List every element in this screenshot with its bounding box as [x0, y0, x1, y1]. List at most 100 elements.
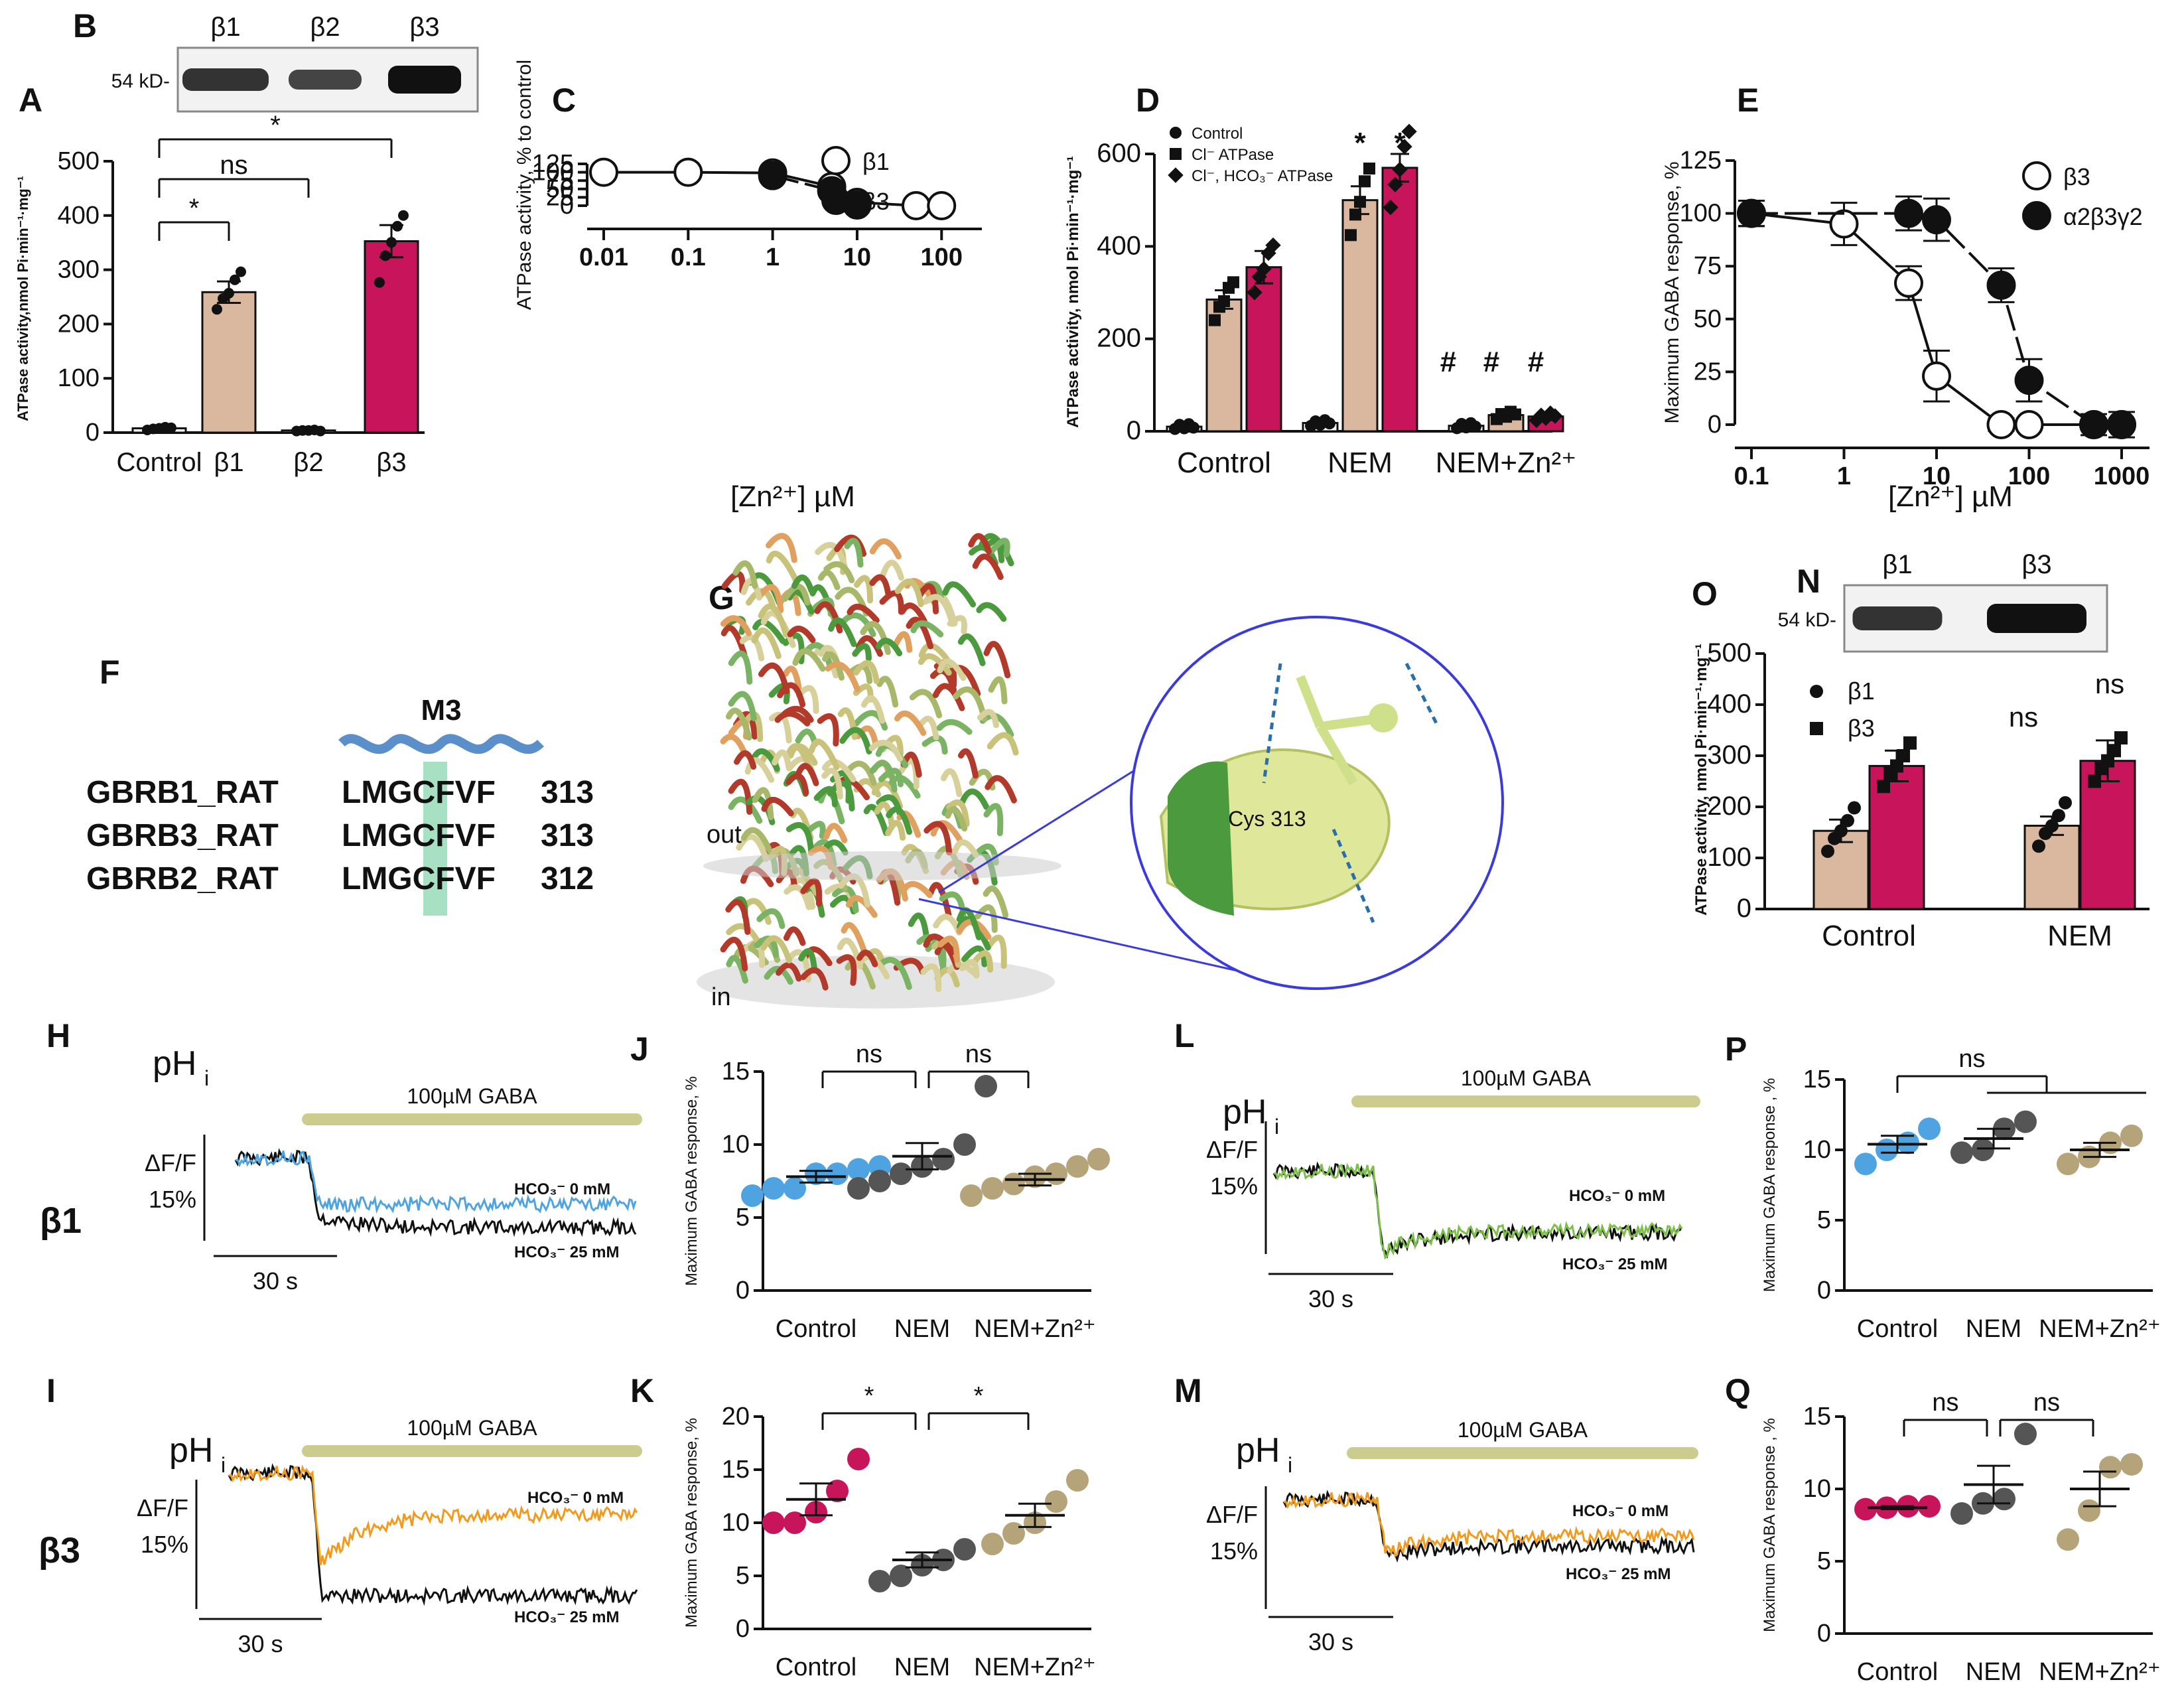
structure-strand — [957, 633, 986, 666]
western-blot-n: 54 kD-β1 β3 — [1778, 550, 2108, 653]
data-point — [166, 422, 176, 433]
data-point — [2057, 1153, 2079, 1176]
data-point — [1972, 1139, 1994, 1161]
structure-strand — [774, 711, 811, 727]
x-tick-label: 10 — [1923, 462, 1950, 490]
data-point — [826, 1162, 849, 1185]
x-tick-label: 1 — [766, 244, 780, 271]
data-point — [1392, 161, 1408, 178]
structure-strand — [874, 801, 895, 828]
data-point — [826, 1480, 849, 1502]
structure-strand — [924, 594, 956, 627]
ph-subscript: i — [221, 1453, 226, 1477]
structure-strand — [787, 589, 815, 615]
trace-25mm — [234, 1148, 637, 1237]
y-tick-label: 500 — [1707, 638, 1751, 667]
structure-strand — [959, 959, 980, 979]
data-point — [1045, 1490, 1067, 1513]
x-category-label: β2 — [293, 448, 323, 477]
data-point — [1877, 780, 1890, 794]
structure-strand — [787, 626, 816, 644]
structure-strand — [885, 819, 906, 841]
x-category-label: NEM+Zn²⁺ — [974, 1315, 1096, 1343]
data-point — [901, 191, 931, 220]
x-tick-label: 0.1 — [671, 244, 706, 271]
data-point — [1918, 1117, 1941, 1141]
structure-strand — [800, 878, 823, 907]
data-point — [1324, 417, 1335, 430]
significance-label: * — [189, 194, 200, 223]
panel-letter-d: D — [1136, 82, 1160, 119]
lane-label: β1 — [210, 13, 240, 42]
structure-strand — [734, 750, 757, 770]
sequence-alignment: M3 GBRB1_RAT LMGCFVF 313 GBRB3_RAT LMGCFVF 313… — [86, 694, 594, 916]
bar — [364, 240, 419, 434]
x-category-label: NEM+Zn²⁺ — [2039, 1315, 2161, 1343]
trace-label-0mm: HCO₃⁻ 0 mM — [527, 1489, 624, 1507]
legend-label: α2β3γ2 — [2063, 203, 2143, 230]
structure-strand — [932, 683, 965, 711]
ph-subscript: i — [1274, 1115, 1279, 1139]
data-point — [953, 1133, 976, 1156]
y-axis-label: Maximum GABA response , % — [1761, 1078, 1779, 1293]
sequence-name: GBRB1_RAT — [86, 775, 279, 810]
data-point — [868, 1570, 891, 1592]
significance-label: ns — [856, 1040, 882, 1068]
data-point — [1737, 198, 1766, 228]
data-point — [673, 157, 703, 187]
gaba-bar — [302, 1445, 642, 1457]
structure-strand — [728, 796, 763, 824]
data-point — [1986, 270, 2016, 300]
scale-y-label: ΔF/F — [145, 1149, 196, 1176]
structure-strand — [937, 658, 967, 681]
scale-x-label: 30 s — [1308, 1628, 1353, 1655]
y-tick-label: 300 — [1707, 740, 1751, 770]
structure-strand — [880, 559, 904, 581]
data-point — [1547, 408, 1563, 424]
scale-x-label: 30 s — [253, 1267, 298, 1295]
row-label: β3 — [38, 1531, 80, 1571]
data-point — [1890, 759, 1903, 773]
structure-strand — [804, 642, 833, 670]
blot-band — [289, 70, 362, 90]
significance-label: ns — [220, 151, 247, 180]
y-tick-label: 100 — [1707, 843, 1751, 872]
panel-letter-b: B — [73, 7, 97, 44]
legend-label: Cl⁻, HCO₃⁻ ATPase — [1192, 167, 1333, 185]
y-tick-label: 5 — [1817, 1547, 1831, 1575]
data-point — [975, 1075, 997, 1097]
data-point — [2078, 1499, 2100, 1522]
structure-strand — [970, 950, 994, 973]
structure-strand — [987, 732, 1019, 756]
trace-0mm — [1283, 1491, 1695, 1558]
x-category-label: NEM — [1328, 447, 1393, 479]
y-tick-label: 50 — [1694, 305, 1722, 333]
trace-25mm — [1272, 1161, 1683, 1259]
helix-icon — [338, 734, 544, 754]
x-category-label: β1 — [214, 448, 243, 477]
structure-strand — [817, 713, 839, 747]
structure-strand — [808, 738, 840, 770]
y-tick-label: 400 — [58, 202, 100, 230]
scale-x-label: 30 s — [1308, 1285, 1353, 1312]
data-point — [758, 161, 787, 190]
structure-strand — [953, 686, 988, 722]
data-point — [374, 277, 385, 288]
panel-letter-j: J — [630, 1030, 649, 1068]
structure-strand — [751, 627, 782, 660]
structure-strand — [989, 537, 1010, 557]
structure-strand — [847, 603, 880, 624]
data-point — [847, 1158, 870, 1181]
data-point — [1188, 421, 1199, 434]
sequence: LMGCFVF — [342, 818, 496, 853]
structure-strand — [766, 533, 797, 563]
structure-strand — [856, 949, 878, 967]
x-axis-label: [Zn²⁺] µM — [1888, 480, 2013, 513]
structure-strand — [988, 676, 1008, 705]
data-point — [2101, 754, 2114, 768]
data-point — [2108, 744, 2121, 758]
h-bond — [1331, 829, 1375, 923]
x-tick-label: 1 — [1837, 462, 1851, 490]
lane-label: β1 — [1882, 550, 1912, 579]
